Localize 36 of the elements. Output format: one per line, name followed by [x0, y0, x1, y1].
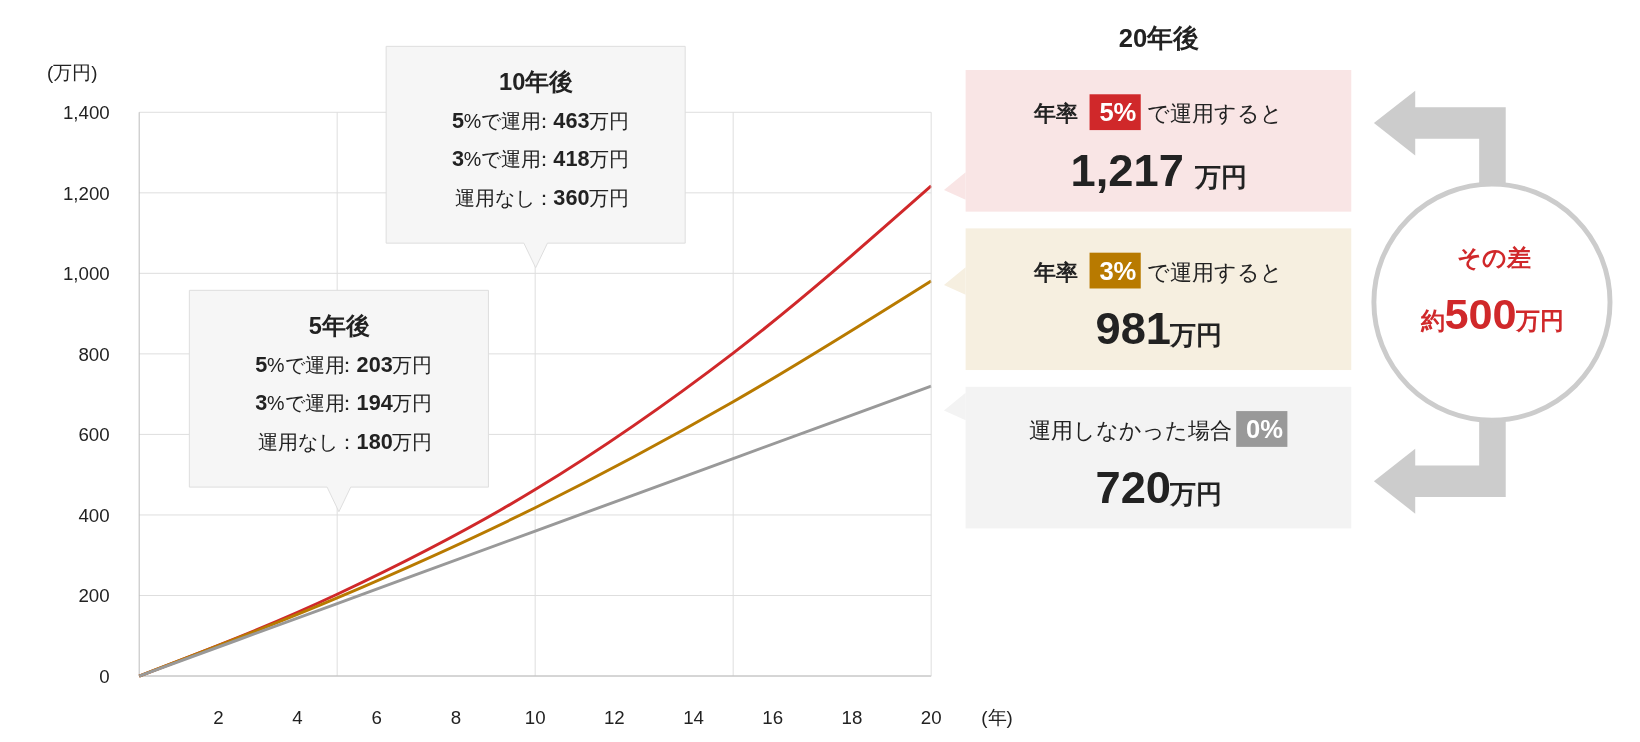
- y-tick-label: 800: [78, 343, 110, 365]
- x-axis-title: (年): [981, 707, 1013, 729]
- text: 20年後: [1118, 24, 1199, 53]
- annotation: 5%で運用：463万円: [451, 108, 630, 134]
- x-tick-label: 4: [292, 707, 303, 729]
- annotation: 5年後: [308, 312, 370, 339]
- y-tick-label: 1,200: [62, 182, 110, 204]
- y-tick-label: 1,000: [62, 263, 110, 285]
- y-tick-label: 1,400: [62, 102, 110, 124]
- x-tick-label: 18: [841, 707, 863, 729]
- annotation: 3%で運用：418万円: [451, 146, 630, 172]
- x-tick-label: 12: [603, 707, 625, 729]
- x-tick-label: 6: [371, 707, 382, 729]
- text: 約500万円: [1419, 289, 1564, 338]
- text: 年率 5% で運用すると: [1033, 98, 1283, 127]
- y-tick-label: 0: [99, 665, 110, 687]
- text: 運用しなかった場合 0%: [1029, 414, 1284, 443]
- y-tick-label: 400: [78, 504, 110, 526]
- y-axis-title: (万円): [47, 61, 98, 83]
- annotation: 5%で運用：203万円: [255, 352, 433, 378]
- annotation: 運用なし：180万円: [258, 428, 433, 454]
- x-tick-label: 16: [762, 707, 784, 729]
- annotation: 運用なし：360万円: [455, 184, 630, 210]
- x-tick-label: 2: [213, 707, 224, 729]
- text: 年率 3% で運用すると: [1033, 256, 1283, 285]
- y-tick-label: 600: [78, 424, 110, 446]
- y-tick-label: 200: [78, 585, 110, 607]
- x-tick-label: 14: [683, 707, 704, 729]
- text: 10年後: [499, 68, 574, 95]
- text: 981万円: [1095, 303, 1223, 355]
- annotation: 3%で運用：194万円: [255, 390, 433, 416]
- text: その差: [1456, 244, 1531, 271]
- text: 720万円: [1095, 461, 1223, 513]
- x-tick-label: 20: [920, 707, 942, 729]
- x-tick-label: 10: [524, 707, 546, 729]
- x-tick-label: 8: [450, 707, 462, 729]
